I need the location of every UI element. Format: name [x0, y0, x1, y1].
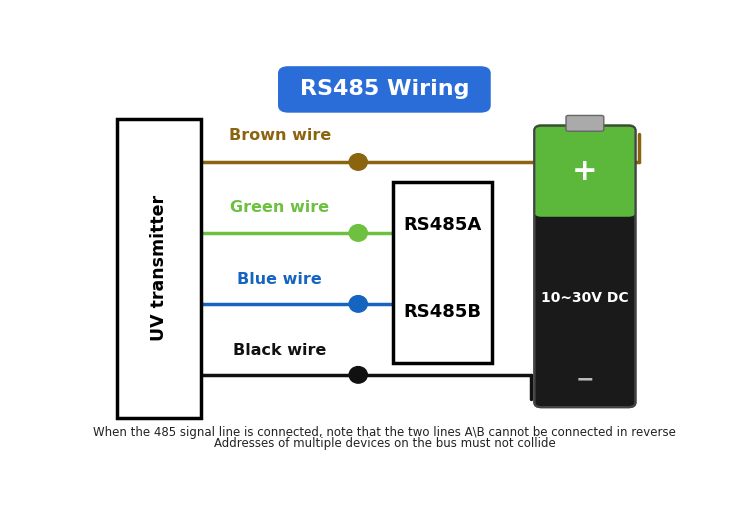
- FancyBboxPatch shape: [117, 119, 201, 418]
- Text: +: +: [572, 157, 598, 186]
- Text: Green wire: Green wire: [230, 200, 329, 215]
- Ellipse shape: [349, 154, 368, 170]
- Text: RS485B: RS485B: [404, 303, 482, 321]
- Text: −: −: [575, 370, 594, 390]
- Ellipse shape: [349, 367, 368, 383]
- FancyBboxPatch shape: [534, 124, 635, 217]
- Text: Blue wire: Blue wire: [237, 271, 322, 287]
- FancyBboxPatch shape: [393, 182, 492, 363]
- Text: 10~30V DC: 10~30V DC: [541, 291, 628, 305]
- FancyBboxPatch shape: [278, 66, 490, 113]
- Text: Black wire: Black wire: [233, 343, 326, 357]
- Ellipse shape: [349, 225, 368, 241]
- Text: RS485 Wiring: RS485 Wiring: [299, 79, 470, 99]
- Text: RS485A: RS485A: [404, 216, 482, 234]
- Text: When the 485 signal line is connected, note that the two lines A\B cannot be con: When the 485 signal line is connected, n…: [93, 425, 676, 438]
- Text: UV transmitter: UV transmitter: [150, 196, 168, 342]
- Ellipse shape: [349, 295, 368, 312]
- Text: Addresses of multiple devices on the bus must not collide: Addresses of multiple devices on the bus…: [214, 437, 555, 451]
- Text: Brown wire: Brown wire: [229, 128, 331, 143]
- FancyBboxPatch shape: [566, 115, 604, 131]
- FancyBboxPatch shape: [534, 126, 635, 407]
